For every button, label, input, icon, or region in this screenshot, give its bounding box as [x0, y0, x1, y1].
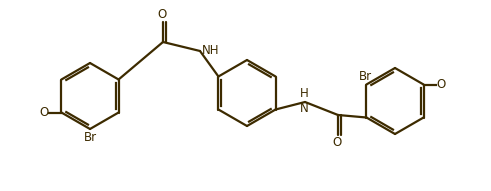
Text: Br: Br — [83, 131, 97, 144]
Text: O: O — [436, 78, 446, 91]
Text: O: O — [158, 8, 166, 21]
Text: O: O — [332, 136, 342, 149]
Text: O: O — [39, 106, 49, 119]
Text: Br: Br — [359, 70, 372, 83]
Text: H: H — [300, 87, 308, 100]
Text: N: N — [300, 102, 308, 115]
Text: NH: NH — [202, 44, 219, 57]
